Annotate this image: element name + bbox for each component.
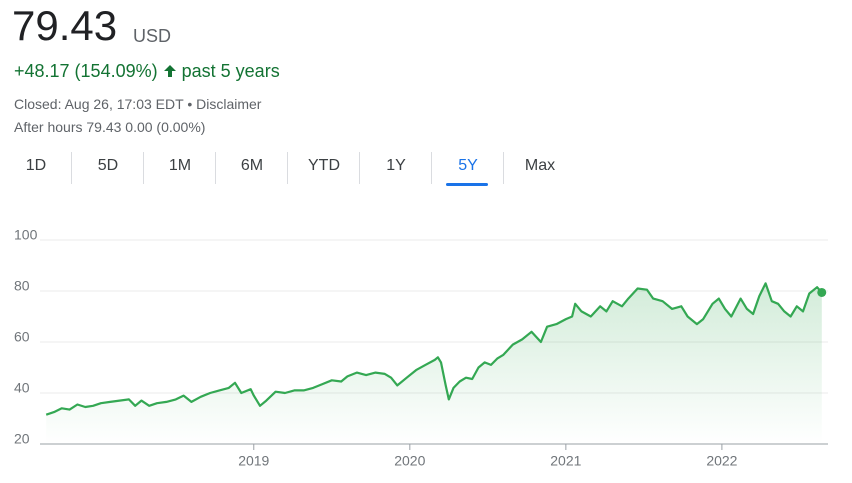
x-tick-label: 2021 bbox=[550, 453, 581, 469]
separator: • bbox=[187, 96, 193, 112]
tab[interactable]: 5Y bbox=[458, 157, 478, 174]
tab-separator bbox=[287, 152, 288, 184]
y-tick-label: 80 bbox=[14, 278, 30, 294]
tab[interactable]: 1M bbox=[168, 157, 192, 174]
tab[interactable]: Max bbox=[524, 157, 556, 174]
tab-separator bbox=[71, 152, 72, 184]
x-tick-label: 2019 bbox=[238, 453, 269, 469]
closed: Closed: Aug 26, 17:03 EDT bbox=[14, 96, 184, 112]
change: +48.17 (154.09%) bbox=[14, 61, 158, 81]
tab[interactable]: 1Y bbox=[386, 157, 406, 174]
closed-line: Closed: Aug 26, 17:03 EDT • Disclaimer bbox=[14, 96, 261, 112]
tab-separator bbox=[503, 152, 504, 184]
up-arrow bbox=[163, 65, 176, 77]
tab[interactable]: 6M bbox=[240, 157, 264, 174]
tab-separator bbox=[359, 152, 360, 184]
tab-separator bbox=[215, 152, 216, 184]
y-tick-label: 60 bbox=[14, 329, 30, 345]
tab-separator bbox=[143, 152, 144, 184]
period: past 5 years bbox=[181, 61, 280, 81]
area bbox=[46, 283, 822, 444]
tab[interactable]: 5D bbox=[97, 157, 119, 174]
tab-underline bbox=[446, 183, 488, 186]
y-tick-label: 100 bbox=[14, 227, 38, 243]
x-tick-label: 2020 bbox=[394, 453, 425, 469]
tab[interactable]: 1D bbox=[25, 157, 47, 174]
price: 79.43 bbox=[12, 2, 118, 49]
line bbox=[45, 282, 823, 416]
tab-separator bbox=[431, 152, 432, 184]
after-hours: After hours 79.43 0.00 (0.00%) bbox=[14, 119, 206, 135]
last-point bbox=[817, 287, 827, 297]
currency: USD bbox=[133, 26, 172, 46]
disclaimer[interactable]: Disclaimer bbox=[196, 96, 262, 112]
y-tick-label: 20 bbox=[14, 431, 30, 447]
tab[interactable]: YTD bbox=[308, 157, 340, 174]
x-tick-label: 2022 bbox=[706, 453, 737, 469]
change-line: +48.17 (154.09%) past 5 years bbox=[14, 61, 280, 82]
y-tick-label: 40 bbox=[14, 380, 30, 396]
